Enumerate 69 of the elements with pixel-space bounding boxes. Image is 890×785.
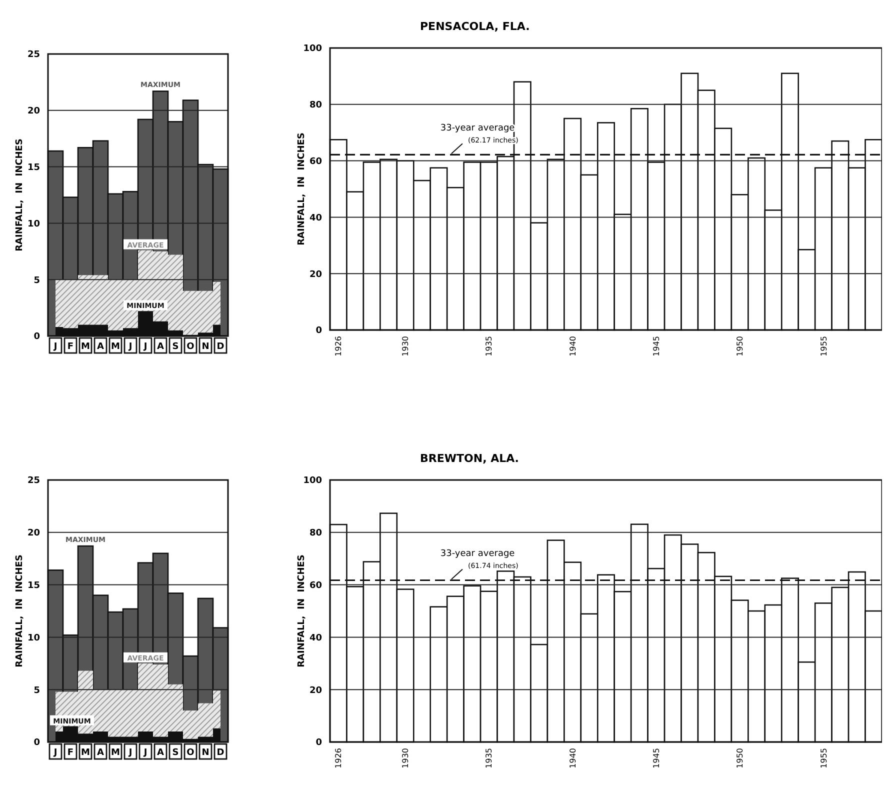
y-axis-title: RAINFALL, IN INCHES	[15, 138, 25, 252]
y-tick-label: 60	[309, 580, 322, 591]
y-tick-label: 40	[309, 633, 322, 644]
y-tick-label: 20	[27, 528, 40, 539]
y-axis-title: RAINFALL, IN INCHES	[297, 132, 307, 246]
x-tick-label: J	[52, 342, 58, 352]
x-tick-label: J	[142, 748, 148, 758]
y-tick-label: 0	[316, 738, 322, 748]
x-tick-label: J	[128, 748, 132, 758]
y-tick-label: 15	[27, 162, 40, 173]
x-tick-label: O	[186, 748, 195, 758]
x-tick-label: 1940	[568, 748, 578, 768]
x-tick-label: 1926	[334, 336, 344, 356]
x-tick-label: 1945	[652, 748, 661, 768]
y-tick-label: 10	[27, 633, 40, 644]
y-tick-label: 40	[309, 213, 322, 224]
chart-title: BREWTON, ALA.	[420, 452, 519, 465]
x-tick-label: A	[157, 342, 164, 352]
y-tick-label: 100	[303, 44, 322, 54]
x-tick-label: J	[52, 748, 58, 758]
x-tick-label: O	[186, 342, 195, 352]
x-tick-label: A	[157, 748, 164, 758]
ref-line-label: 33-year average	[440, 549, 516, 560]
y-tick-label: 25	[27, 476, 40, 486]
chart-title: PENSACOLA, FLA.	[420, 20, 530, 33]
y-tick-label: 15	[27, 580, 40, 591]
x-tick-label: D	[216, 748, 224, 758]
y-tick-label: 5	[34, 276, 40, 286]
y-tick-label: 20	[309, 270, 322, 280]
x-tick-label: 1926	[334, 748, 344, 768]
x-tick-label: A	[97, 748, 104, 758]
x-tick-label: D	[216, 342, 224, 352]
x-tick-label: N	[202, 342, 210, 352]
x-tick-label: M	[81, 748, 90, 758]
y-axis-title: RAINFALL, IN INCHES	[297, 554, 307, 668]
y-tick-label: 0	[316, 326, 322, 336]
x-tick-label: J	[142, 342, 148, 352]
x-tick-label: S	[172, 342, 179, 352]
y-tick-label: 10	[27, 219, 40, 230]
y-tick-label: 80	[309, 100, 322, 111]
x-tick-label: 1945	[652, 336, 661, 356]
y-tick-label: 60	[309, 156, 322, 167]
x-tick-label: 1950	[736, 336, 745, 356]
x-tick-label: 1955	[819, 336, 828, 356]
x-tick-label: 1930	[401, 336, 410, 356]
y-tick-label: 80	[309, 528, 322, 539]
x-tick-label: F	[67, 342, 74, 352]
x-tick-label: S	[172, 748, 179, 758]
y-tick-label: 25	[27, 50, 40, 60]
y-tick-label: 20	[27, 106, 40, 117]
y-tick-label: 100	[303, 476, 322, 486]
x-tick-label: M	[111, 748, 120, 758]
y-tick-label: 5	[34, 686, 40, 696]
y-tick-label: 0	[34, 738, 40, 748]
x-tick-label: N	[202, 748, 210, 758]
x-tick-label: A	[97, 342, 104, 352]
y-tick-label: 0	[34, 332, 40, 342]
x-tick-label: 1930	[401, 748, 410, 768]
x-tick-label: F	[67, 748, 74, 758]
x-tick-label: J	[128, 342, 132, 352]
x-tick-label: 1940	[568, 336, 578, 356]
y-tick-label: 20	[309, 686, 322, 696]
x-tick-label: 1935	[484, 336, 494, 356]
x-tick-label: 1950	[736, 748, 745, 768]
y-axis-title: RAINFALL, IN INCHES	[15, 554, 25, 668]
x-tick-label: M	[81, 342, 90, 352]
x-tick-label: 1935	[484, 748, 494, 768]
x-tick-label: M	[111, 342, 120, 352]
x-tick-label: 1955	[819, 748, 828, 768]
